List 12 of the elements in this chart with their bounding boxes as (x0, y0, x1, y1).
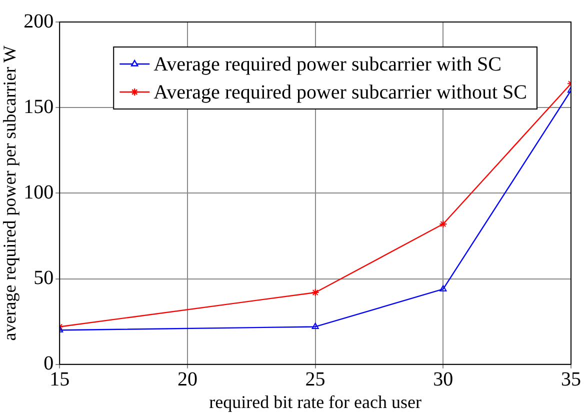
y-tick-label: 50 (34, 267, 54, 290)
x-tick-label: 20 (177, 368, 198, 391)
x-tick-label: 25 (305, 368, 326, 391)
legend-label: Average required power subcarrier with SC (154, 53, 502, 76)
x-axis-title: required bit rate for each user (209, 392, 422, 412)
legend-label: Average required power subcarrier without SC (154, 81, 527, 104)
y-tick-label: 100 (24, 181, 54, 204)
y-tick-label: 200 (24, 10, 54, 32)
x-tick-label: 30 (433, 368, 454, 391)
y-axis-title: average required power per subcarrier W (0, 46, 20, 341)
x-tick-label: 35 (561, 368, 581, 391)
y-tick-label: 150 (24, 96, 54, 118)
